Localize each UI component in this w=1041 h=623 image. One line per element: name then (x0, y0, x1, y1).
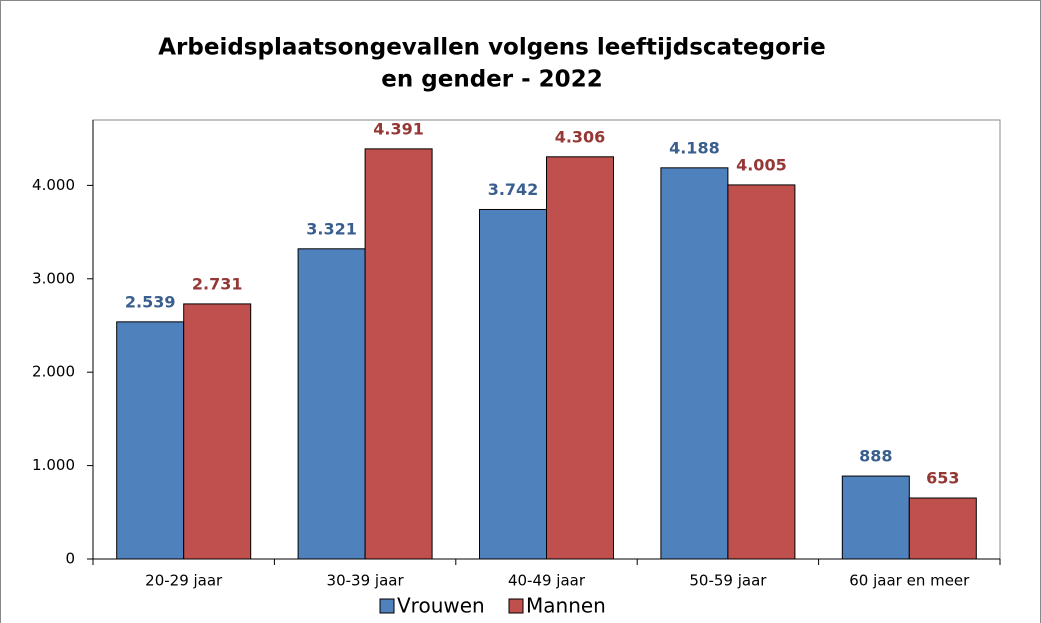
y-tick-label: 2.000 (32, 363, 75, 381)
x-tick-label: 50-59 jaar (689, 572, 767, 590)
legend-label: Mannen (526, 594, 606, 618)
value-label: 2.539 (125, 292, 176, 311)
bar (546, 156, 614, 560)
y-tick-label: 1.000 (32, 456, 75, 474)
bar (116, 321, 185, 560)
y-tick-label: 3.000 (32, 269, 75, 287)
x-tick-label: 20-29 jaar (145, 572, 223, 590)
legend-swatch (379, 598, 395, 614)
value-label: 3.321 (306, 219, 357, 238)
legend-label: Vrouwen (397, 594, 485, 618)
bar (183, 303, 252, 560)
value-label: 4.306 (555, 127, 606, 146)
x-tick-label: 60 jaar en meer (849, 572, 970, 590)
chart-title: Arbeidsplaatsongevallen volgens leeftijd… (158, 35, 825, 61)
value-label: 2.731 (192, 274, 243, 293)
bar (908, 497, 977, 560)
y-tick-label: 0 (65, 550, 75, 568)
value-label: 4.005 (736, 155, 787, 174)
bar (727, 184, 796, 560)
bar (364, 148, 433, 560)
value-label: 653 (926, 469, 959, 488)
legend-swatch (508, 598, 524, 614)
x-tick-label: 30-39 jaar (327, 572, 405, 590)
y-tick-label: 4.000 (32, 176, 75, 194)
bar (479, 208, 547, 560)
value-label: 3.742 (488, 180, 539, 199)
value-label: 4.391 (373, 119, 424, 138)
value-label: 888 (859, 447, 892, 466)
value-label: 4.188 (669, 138, 720, 157)
chart-title: en gender - 2022 (381, 67, 602, 93)
x-tick-label: 40-49 jaar (508, 572, 586, 590)
bar (660, 167, 729, 560)
bar (297, 248, 366, 560)
bar (841, 475, 910, 560)
